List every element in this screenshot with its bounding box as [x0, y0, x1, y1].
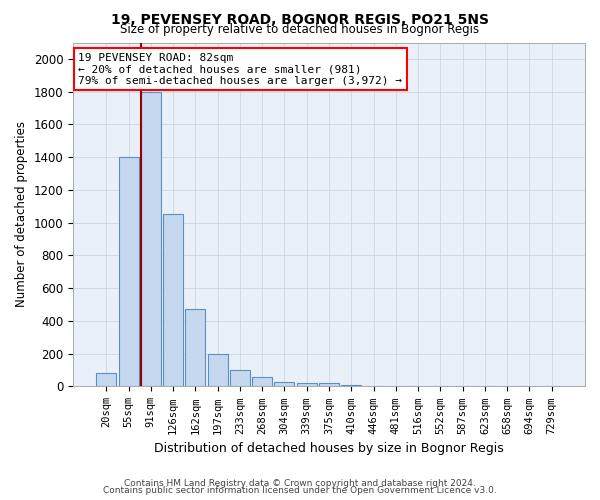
- Bar: [208, 354, 227, 386]
- Bar: [185, 308, 205, 386]
- Bar: [141, 92, 161, 387]
- Text: 19, PEVENSEY ROAD, BOGNOR REGIS, PO21 5NS: 19, PEVENSEY ROAD, BOGNOR REGIS, PO21 5N…: [111, 12, 489, 26]
- Bar: [319, 383, 339, 386]
- Text: Contains HM Land Registry data © Crown copyright and database right 2024.: Contains HM Land Registry data © Crown c…: [124, 478, 476, 488]
- Bar: [252, 378, 272, 386]
- Bar: [297, 383, 317, 386]
- X-axis label: Distribution of detached houses by size in Bognor Regis: Distribution of detached houses by size …: [154, 442, 504, 455]
- Text: 19 PEVENSEY ROAD: 82sqm
← 20% of detached houses are smaller (981)
79% of semi-d: 19 PEVENSEY ROAD: 82sqm ← 20% of detache…: [78, 53, 402, 86]
- Bar: [230, 370, 250, 386]
- Bar: [274, 382, 295, 386]
- Bar: [96, 374, 116, 386]
- Text: Contains public sector information licensed under the Open Government Licence v3: Contains public sector information licen…: [103, 486, 497, 495]
- Bar: [341, 385, 361, 386]
- Y-axis label: Number of detached properties: Number of detached properties: [15, 122, 28, 308]
- Bar: [163, 214, 183, 386]
- Bar: [119, 157, 139, 386]
- Text: Size of property relative to detached houses in Bognor Regis: Size of property relative to detached ho…: [121, 22, 479, 36]
